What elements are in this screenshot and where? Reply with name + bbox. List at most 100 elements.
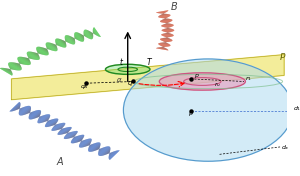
Polygon shape [20,108,21,110]
Polygon shape [20,106,30,115]
Polygon shape [159,43,170,45]
Polygon shape [80,140,86,144]
Polygon shape [161,40,171,42]
Polygon shape [88,143,96,150]
Polygon shape [98,148,102,151]
Polygon shape [65,36,73,45]
Polygon shape [39,116,41,118]
Polygon shape [83,35,84,36]
Polygon shape [56,39,65,48]
Polygon shape [67,132,70,134]
Polygon shape [91,143,100,152]
Polygon shape [58,127,69,133]
Polygon shape [64,131,77,138]
Polygon shape [72,136,79,140]
Polygon shape [8,64,19,70]
Polygon shape [159,14,169,16]
Polygon shape [72,37,75,40]
Polygon shape [10,62,22,70]
Polygon shape [25,109,31,115]
Polygon shape [38,116,40,117]
Polygon shape [29,110,40,119]
Polygon shape [11,103,20,111]
Polygon shape [8,64,19,70]
Polygon shape [47,42,57,51]
Polygon shape [98,146,108,155]
Polygon shape [28,56,32,59]
Polygon shape [90,143,100,152]
Polygon shape [75,32,82,42]
Polygon shape [161,14,166,15]
Polygon shape [43,48,48,51]
Polygon shape [65,40,67,42]
Polygon shape [84,32,88,38]
Polygon shape [46,120,52,123]
Polygon shape [166,28,170,29]
Polygon shape [45,119,54,125]
Polygon shape [66,35,75,44]
Polygon shape [161,25,174,26]
Polygon shape [8,63,20,70]
Text: $\alpha$: $\alpha$ [116,76,122,84]
Polygon shape [161,34,174,35]
Polygon shape [48,42,58,50]
Polygon shape [36,50,43,55]
Polygon shape [45,118,57,126]
Polygon shape [161,21,172,22]
Polygon shape [11,62,22,69]
Polygon shape [98,147,106,153]
Polygon shape [20,108,21,109]
Polygon shape [55,41,62,47]
Polygon shape [31,111,41,120]
Polygon shape [60,128,64,131]
Text: $r_1$: $r_1$ [245,74,252,83]
Polygon shape [42,117,50,123]
Polygon shape [23,57,30,62]
Polygon shape [55,125,65,131]
Polygon shape [11,103,20,112]
Polygon shape [2,68,13,74]
Polygon shape [160,20,172,22]
Polygon shape [2,68,13,74]
Polygon shape [64,131,77,139]
Polygon shape [48,42,57,50]
Polygon shape [17,58,28,65]
Polygon shape [66,35,74,44]
Polygon shape [100,147,110,156]
Polygon shape [11,102,20,112]
Polygon shape [80,139,92,147]
Polygon shape [65,36,72,44]
Polygon shape [109,152,113,156]
Polygon shape [71,135,82,142]
Polygon shape [161,38,172,40]
Polygon shape [85,30,92,39]
Polygon shape [158,44,170,46]
Polygon shape [98,146,106,154]
Polygon shape [162,26,173,27]
Polygon shape [29,111,34,116]
Polygon shape [93,29,98,36]
Polygon shape [18,60,25,65]
Polygon shape [53,124,65,131]
Polygon shape [161,38,172,39]
Polygon shape [8,64,20,70]
Polygon shape [46,43,56,51]
Polygon shape [45,119,49,122]
Text: q: q [128,80,132,86]
Polygon shape [8,69,11,70]
Polygon shape [18,61,23,64]
Polygon shape [158,15,170,17]
Polygon shape [29,111,33,115]
Polygon shape [55,125,65,131]
Polygon shape [161,34,174,35]
Polygon shape [28,52,40,59]
Polygon shape [64,131,78,139]
Polygon shape [84,141,92,147]
Polygon shape [84,35,85,36]
Polygon shape [41,116,50,123]
Polygon shape [74,38,75,39]
Polygon shape [84,30,91,39]
Polygon shape [104,150,110,155]
Polygon shape [47,42,57,51]
Polygon shape [80,140,84,143]
